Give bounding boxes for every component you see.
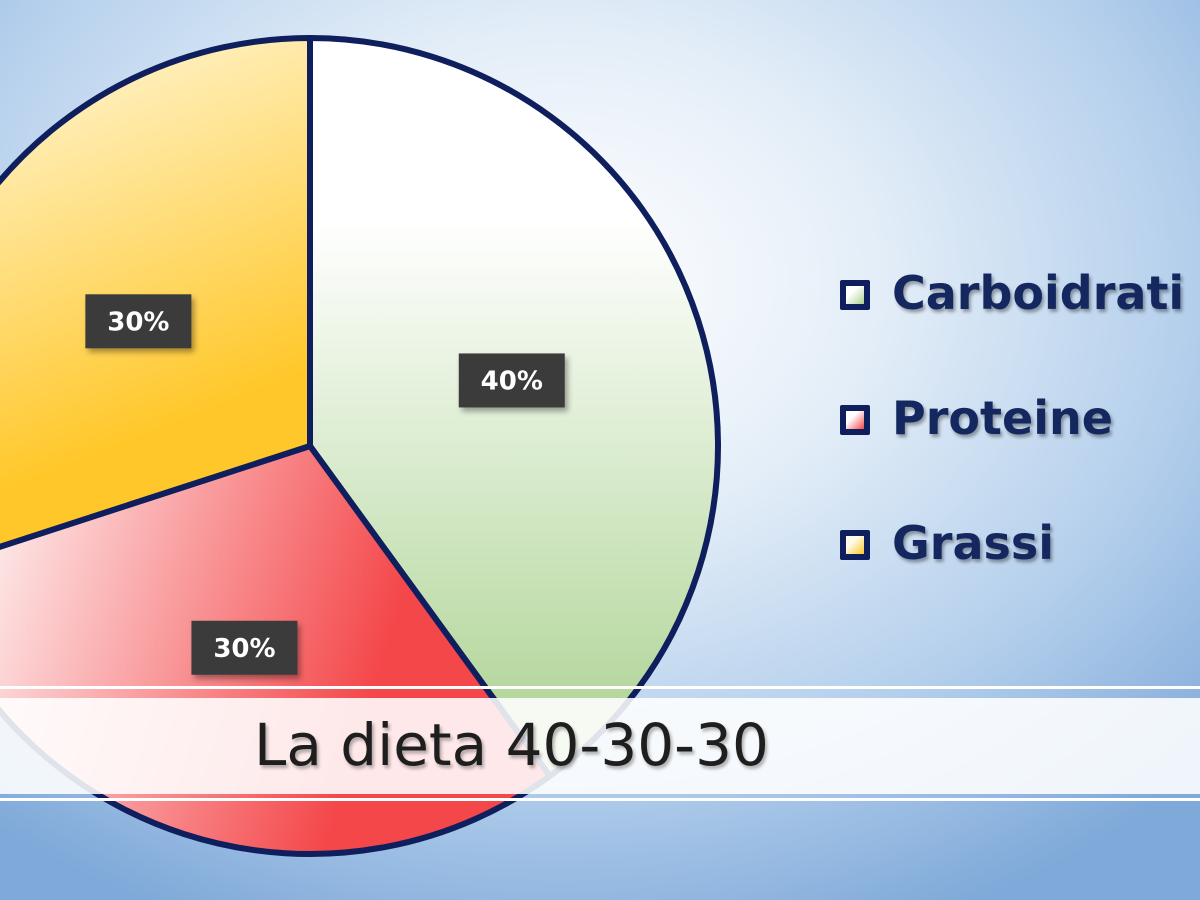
data-label-box-carboidrati bbox=[458, 353, 565, 408]
data-label-proteine: 30% bbox=[191, 620, 298, 675]
data-label-grassi: 30% bbox=[85, 294, 192, 349]
data-label-box-grassi bbox=[85, 294, 192, 349]
pie-data-labels: 40% 30% 30% bbox=[85, 294, 565, 675]
title-band-top-rule bbox=[0, 686, 1200, 689]
legend-swatch-grassi bbox=[840, 530, 870, 560]
title-band-bottom-rule bbox=[0, 798, 1200, 801]
legend-swatch-carboidrati bbox=[840, 280, 870, 310]
chart-legend: Carboidrati Proteine Grassi bbox=[840, 262, 1190, 637]
pie-slice-grassi bbox=[0, 35, 313, 550]
legend-item-grassi: Grassi bbox=[840, 512, 1190, 578]
slide-title: La dieta 40-30-30 bbox=[254, 711, 769, 779]
title-band: La dieta 40-30-30 bbox=[0, 686, 1200, 804]
data-label-box-proteine bbox=[191, 620, 298, 675]
title-band-background bbox=[0, 698, 1200, 794]
legend-label-carboidrati: Carboidrati bbox=[892, 266, 1185, 320]
legend-label-proteine: Proteine bbox=[892, 391, 1113, 445]
legend-swatch-proteine bbox=[840, 405, 870, 435]
legend-item-proteine: Proteine bbox=[840, 387, 1190, 453]
data-label-text-grassi: 30% bbox=[107, 307, 169, 337]
data-label-text-proteine: 30% bbox=[213, 634, 275, 664]
data-label-text-carboidrati: 40% bbox=[481, 366, 543, 396]
data-label-carboidrati: 40% bbox=[458, 353, 565, 408]
legend-label-grassi: Grassi bbox=[892, 516, 1055, 570]
legend-item-carboidrati: Carboidrati bbox=[840, 262, 1190, 328]
